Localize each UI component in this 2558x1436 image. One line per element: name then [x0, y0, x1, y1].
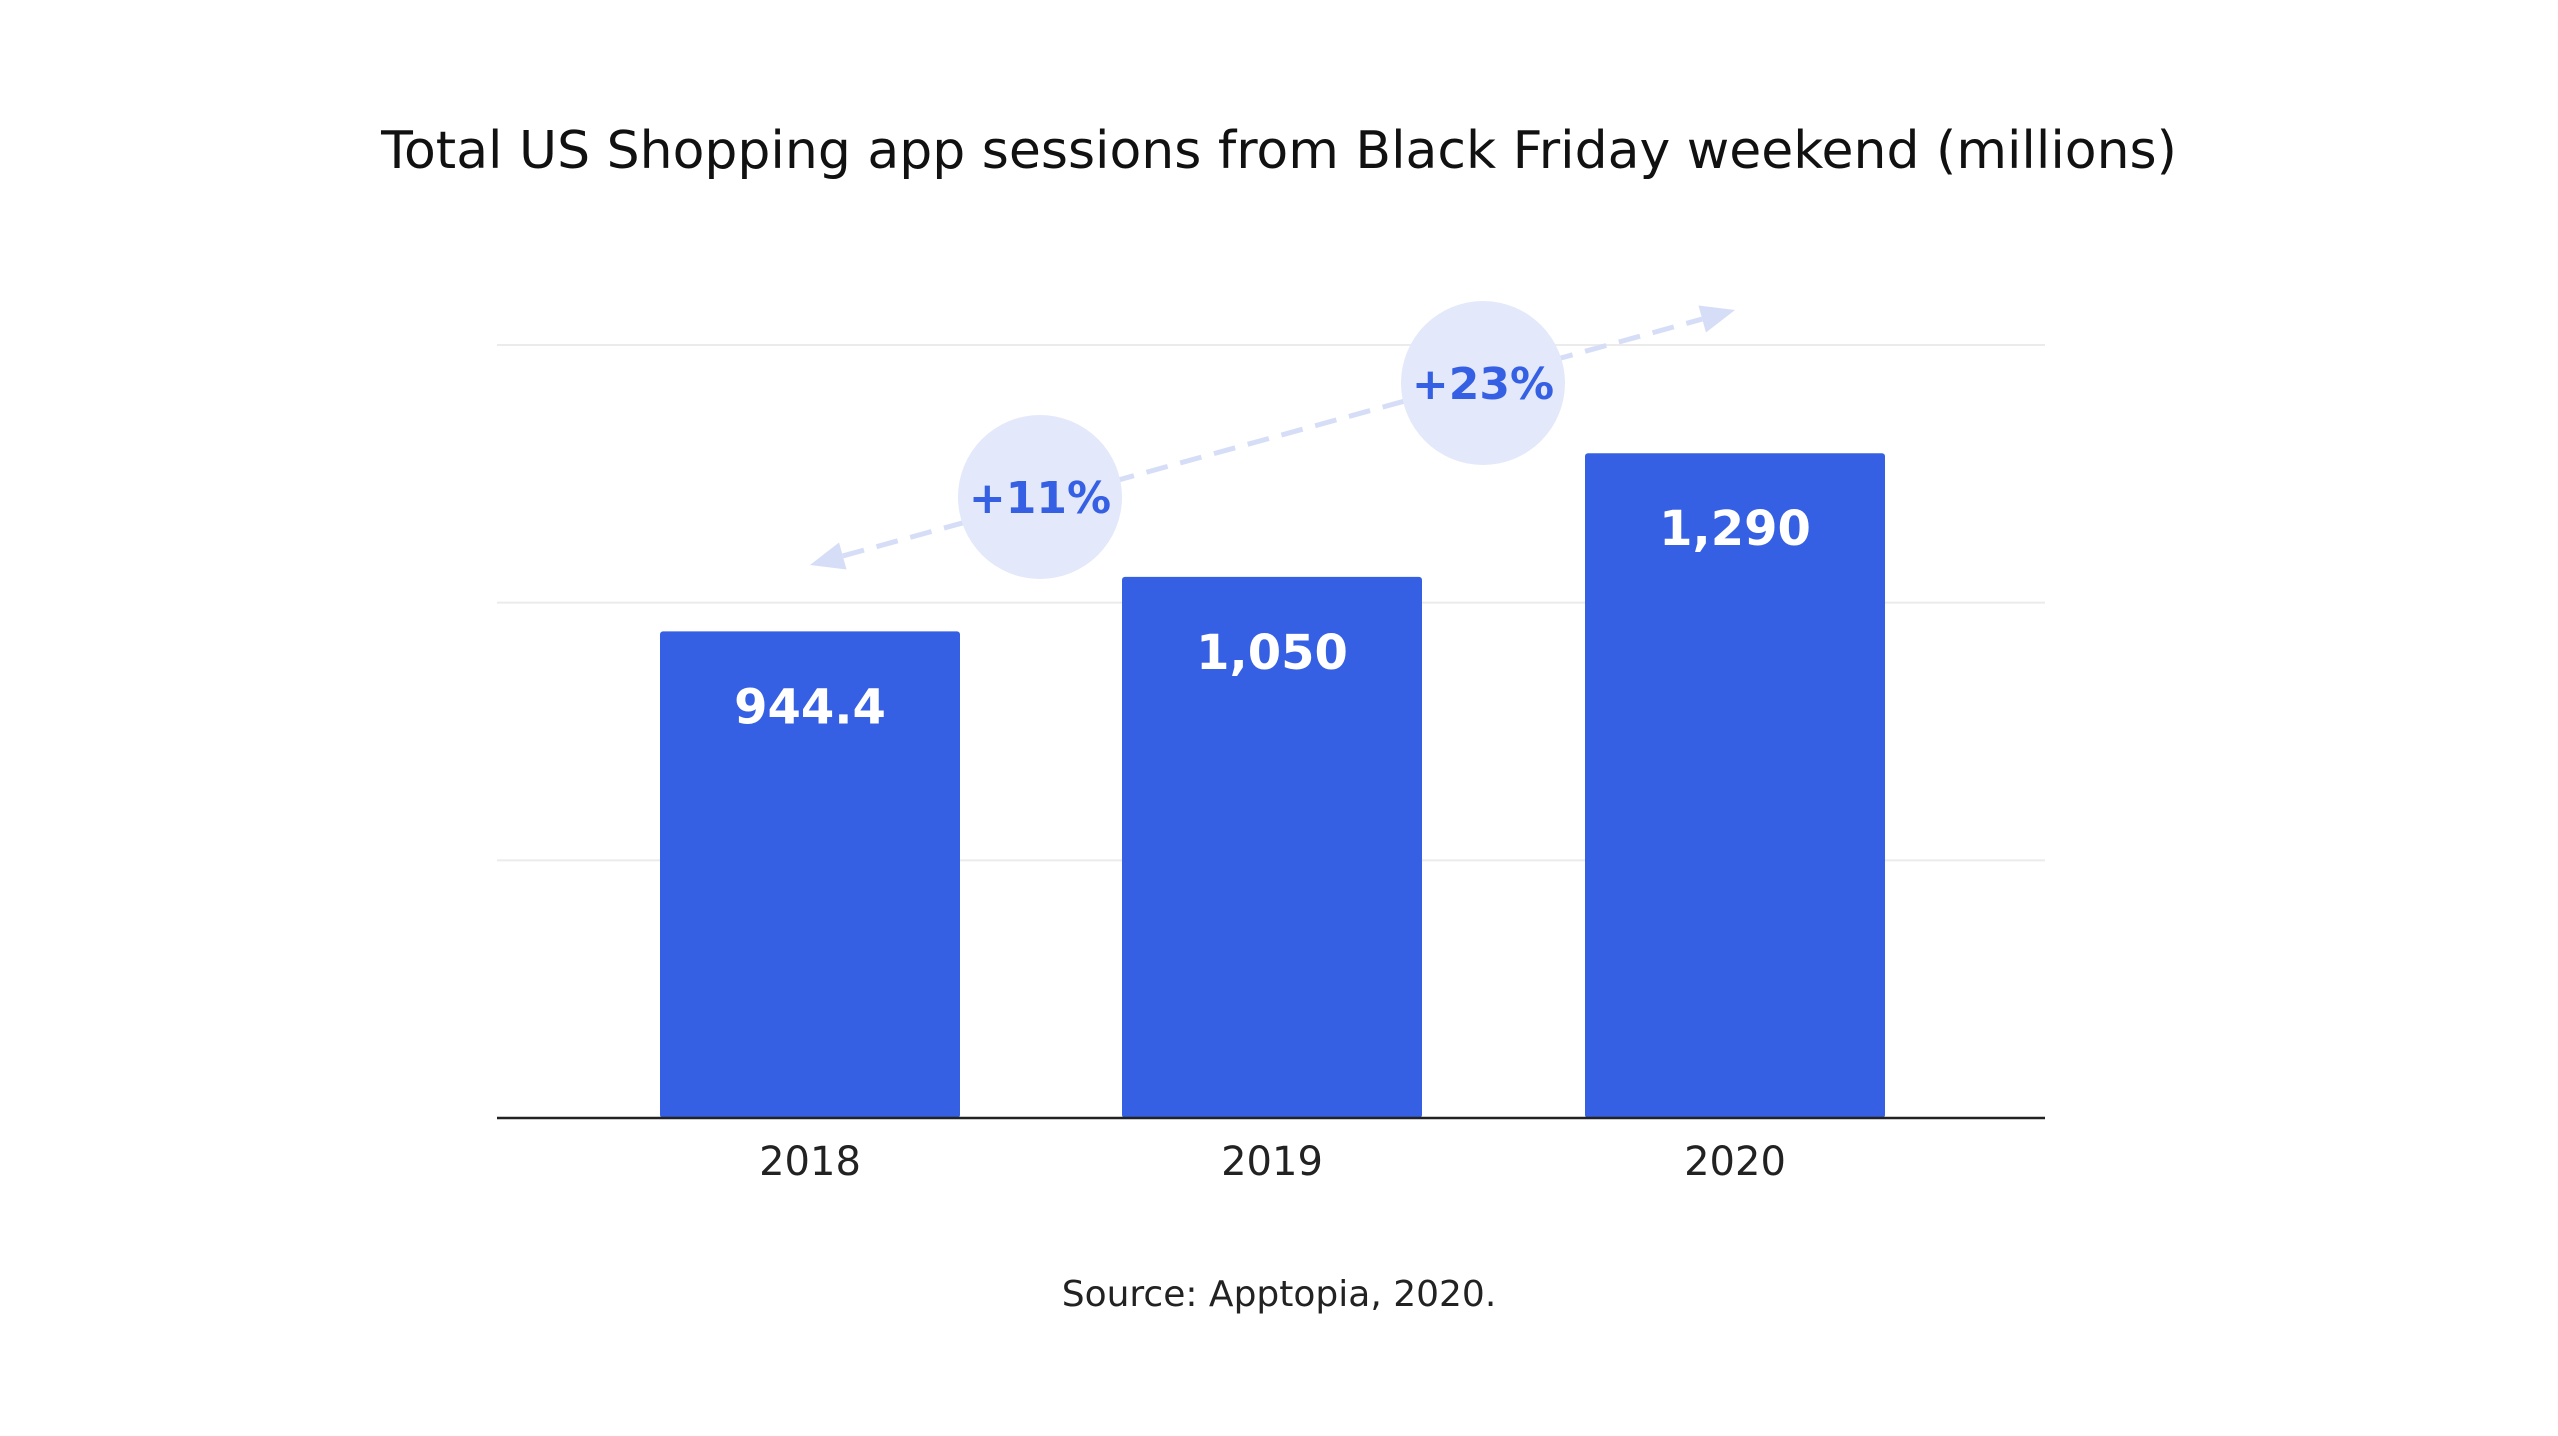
source-note: Source: Apptopia, 2020.: [1062, 1274, 1497, 1315]
x-tick-label: 2020: [1684, 1139, 1786, 1185]
bar-value-label: 1,050: [1196, 625, 1348, 681]
x-tick-label: 2019: [1221, 1139, 1323, 1185]
bar-2020: [1585, 453, 1885, 1119]
x-axis-ticks: 2018 2019 2020: [759, 1139, 1786, 1185]
trend-arrowhead-left: [810, 542, 847, 570]
growth-label: +11%: [969, 473, 1111, 524]
x-tick-label: 2018: [759, 1139, 861, 1185]
bars: 944.4 1,050 1,290: [660, 453, 1885, 1119]
bar-2018: [660, 631, 960, 1118]
growth-bubble: [1401, 301, 1565, 465]
chart-title: Total US Shopping app sessions from Blac…: [380, 121, 2177, 181]
bar-2019: [1122, 576, 1422, 1118]
trend-arrowhead-right: [1698, 305, 1735, 333]
growth-trend: +11% +23%: [810, 301, 1735, 579]
growth-label: +23%: [1412, 359, 1554, 410]
growth-bubble: [958, 415, 1122, 579]
bar-value-label: 1,290: [1659, 501, 1811, 557]
bar-value-label: 944.4: [734, 679, 886, 735]
